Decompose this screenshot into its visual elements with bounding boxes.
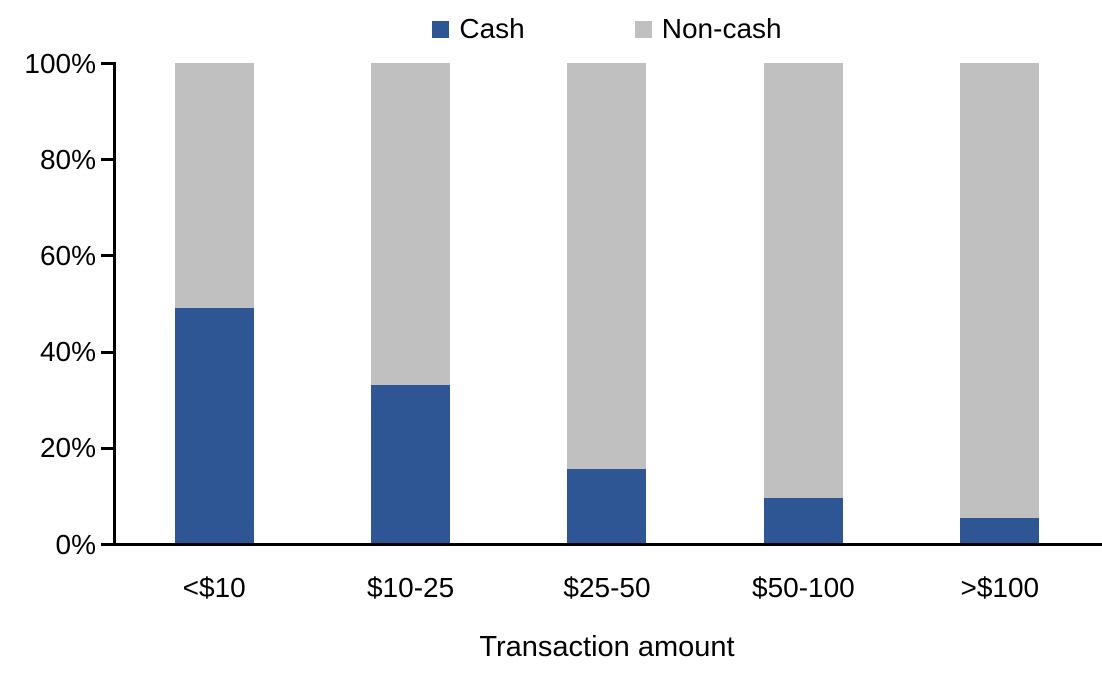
x-axis-tick-label: <$10 xyxy=(182,572,246,603)
bar-slot xyxy=(902,63,1098,544)
y-axis-tick-label: 20% xyxy=(39,432,96,464)
stacked-bar-2 xyxy=(371,63,451,544)
y-axis-tick-label: 60% xyxy=(39,239,96,271)
stacked-bar-3 xyxy=(567,63,647,544)
y-axis-tick-label: 80% xyxy=(39,143,96,175)
y-axis-tick xyxy=(101,446,114,450)
x-axis-tick-label: $25-50 xyxy=(563,572,651,603)
bar-segment-cash xyxy=(960,517,1040,544)
stacked-bar-1 xyxy=(174,63,254,544)
y-axis-tick-label: 0% xyxy=(55,528,96,560)
bar-segment-cash xyxy=(371,385,451,544)
bar-slot xyxy=(312,63,508,544)
stacked-bar-5 xyxy=(960,63,1040,544)
cash-legend-swatch-icon xyxy=(432,20,450,38)
y-axis-tick xyxy=(101,350,114,354)
x-axis-tick-labels: <$10 $10-25 $25-50 $50-100 >$100 xyxy=(116,572,1098,604)
legend-label-cash: Cash xyxy=(459,13,525,44)
legend-label-noncash: Non-cash xyxy=(661,13,782,44)
legend-item-noncash: Non-cash xyxy=(634,12,782,46)
bar-slot xyxy=(705,63,901,544)
bar-segment-noncash xyxy=(960,63,1040,518)
y-axis-tick-label: 100% xyxy=(24,47,96,79)
x-axis-tick-label: >$100 xyxy=(960,572,1040,603)
noncash-legend-swatch-icon xyxy=(634,20,652,38)
x-axis-line xyxy=(101,543,1102,546)
bar-segment-noncash xyxy=(763,63,843,499)
x-axis-title: Transaction amount xyxy=(479,631,735,663)
y-axis-tick-label: 40% xyxy=(39,336,96,368)
bar-slot xyxy=(116,63,312,544)
y-axis-tick xyxy=(101,62,114,65)
bar-segment-noncash xyxy=(567,63,647,470)
x-axis-tick-label: $50-100 xyxy=(752,572,855,603)
x-axis-tick-label: $10-25 xyxy=(366,572,455,603)
y-axis-tick xyxy=(101,254,114,258)
stacked-bar-4 xyxy=(763,63,843,544)
bar-slot xyxy=(509,63,705,544)
bar-segment-cash xyxy=(174,308,254,544)
bar-segment-cash xyxy=(763,498,843,544)
chart-legend: Cash Non-cash xyxy=(116,12,1098,46)
plot-area xyxy=(116,63,1098,544)
legend-item-cash: Cash xyxy=(432,12,525,46)
bar-segment-noncash xyxy=(174,63,254,309)
bar-segment-noncash xyxy=(371,63,451,386)
y-axis-line xyxy=(113,62,116,546)
y-axis-tick xyxy=(101,158,114,162)
bar-segment-cash xyxy=(567,469,647,544)
